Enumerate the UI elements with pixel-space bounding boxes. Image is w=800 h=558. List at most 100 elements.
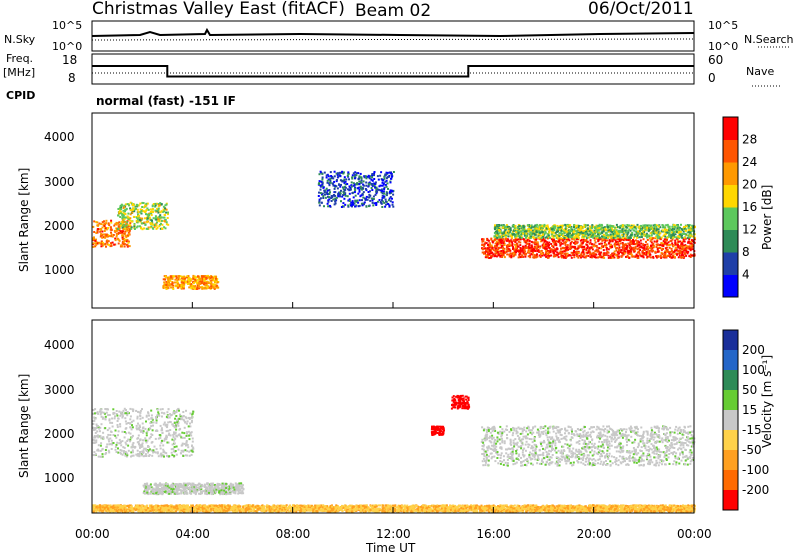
heatmap-cell (620, 242, 622, 244)
heatmap-cell (175, 275, 177, 277)
heatmap-cell (482, 248, 484, 250)
heatmap-cell (652, 243, 654, 245)
heatmap-cell (356, 172, 358, 174)
heatmap-cell (173, 275, 175, 277)
freq-step-line (92, 66, 694, 77)
heatmap-cell (132, 207, 134, 209)
heatmap-cell (145, 213, 147, 215)
heatmap-cell (124, 447, 126, 449)
heatmap-cell (166, 221, 168, 223)
heatmap-cell (149, 218, 151, 220)
heatmap-cell (100, 229, 102, 231)
heatmap-cell (149, 422, 151, 424)
heatmap-cell (556, 235, 558, 237)
heatmap-cell (681, 229, 683, 231)
colorbar-segment (723, 252, 738, 275)
heatmap-cell (684, 233, 686, 235)
heatmap-cell (169, 429, 171, 431)
heatmap-cell (656, 232, 658, 234)
heatmap-cell (687, 246, 689, 248)
heatmap-cell (647, 249, 649, 251)
heatmap-cell (119, 216, 121, 218)
heatmap-cell (124, 231, 126, 233)
heatmap-cell (562, 225, 564, 227)
heatmap-cell (498, 229, 500, 231)
heatmap-cell (613, 252, 615, 254)
heatmap-cell (593, 230, 595, 232)
heatmap-cell (322, 193, 324, 195)
heatmap-cell (686, 251, 688, 253)
heatmap-cell (145, 203, 147, 205)
heatmap-cell (99, 435, 101, 437)
heatmap-cell (608, 248, 610, 250)
heatmap-cell (573, 246, 575, 248)
heatmap-cell (651, 235, 653, 237)
heatmap-cell (503, 254, 505, 256)
heatmap-cell (611, 246, 613, 248)
heatmap-cell (512, 246, 514, 248)
heatmap-cell (502, 242, 504, 244)
heatmap-cell (125, 236, 127, 238)
heatmap-cell (124, 240, 126, 242)
heatmap-cell (119, 439, 121, 441)
heatmap-cell (190, 432, 192, 434)
heatmap-cell (565, 244, 567, 246)
heatmap-cell (560, 237, 562, 239)
heatmap-cell (597, 233, 599, 235)
heatmap-cell (111, 418, 113, 420)
heatmap-cell (118, 243, 120, 245)
heatmap-cell (321, 179, 323, 181)
heatmap-cell (678, 256, 680, 258)
heatmap-cell (624, 230, 626, 232)
heatmap-cell (137, 219, 139, 221)
heatmap-cell (525, 237, 527, 239)
heatmap-cell (592, 236, 594, 238)
heatmap-cell (386, 186, 388, 188)
heatmap-cell (110, 222, 112, 224)
heatmap-cell (129, 426, 131, 428)
heatmap-cell (549, 250, 551, 252)
heatmap-cell (165, 275, 167, 277)
heatmap-cell (115, 437, 117, 439)
heatmap-cell (141, 444, 143, 446)
heatmap-cell (589, 243, 591, 245)
heatmap-cell (490, 239, 492, 241)
heatmap-cell (152, 208, 154, 210)
heatmap-cell (634, 235, 636, 237)
heatmap-cell (155, 219, 157, 221)
heatmap-cell (542, 234, 544, 236)
heatmap-cell (161, 203, 163, 205)
heatmap-cell (651, 250, 653, 252)
heatmap-cell (165, 452, 167, 454)
heatmap-cell (355, 174, 357, 176)
heatmap-cell (385, 184, 387, 186)
heatmap-cell (217, 287, 219, 289)
heatmap-cell (534, 247, 536, 249)
heatmap-cell (110, 226, 112, 228)
heatmap-cell (526, 247, 528, 249)
heatmap-cell (138, 427, 140, 429)
heatmap-cell (137, 215, 139, 217)
heatmap-cell (496, 237, 498, 239)
heatmap-cell (125, 443, 127, 445)
heatmap-cell (172, 444, 174, 446)
heatmap-cell (629, 237, 631, 239)
heatmap-cell (127, 422, 129, 424)
heatmap-cell (608, 230, 610, 232)
heatmap-cell (102, 227, 104, 229)
heatmap-cell (603, 249, 605, 251)
heatmap-cell (627, 255, 629, 257)
heatmap-cell (126, 414, 128, 416)
heatmap-cell (328, 196, 330, 198)
heatmap-cell (171, 452, 173, 454)
heatmap-cell (359, 175, 361, 177)
heatmap-cell (388, 176, 390, 178)
heatmap-cell (666, 237, 668, 239)
heatmap-cell (194, 279, 196, 281)
heatmap-cell (167, 430, 169, 432)
heatmap-cell (334, 175, 336, 177)
heatmap-cell (638, 226, 640, 228)
heatmap-cell (521, 237, 523, 239)
heatmap-cell (518, 256, 520, 258)
heatmap-cell (385, 204, 387, 206)
